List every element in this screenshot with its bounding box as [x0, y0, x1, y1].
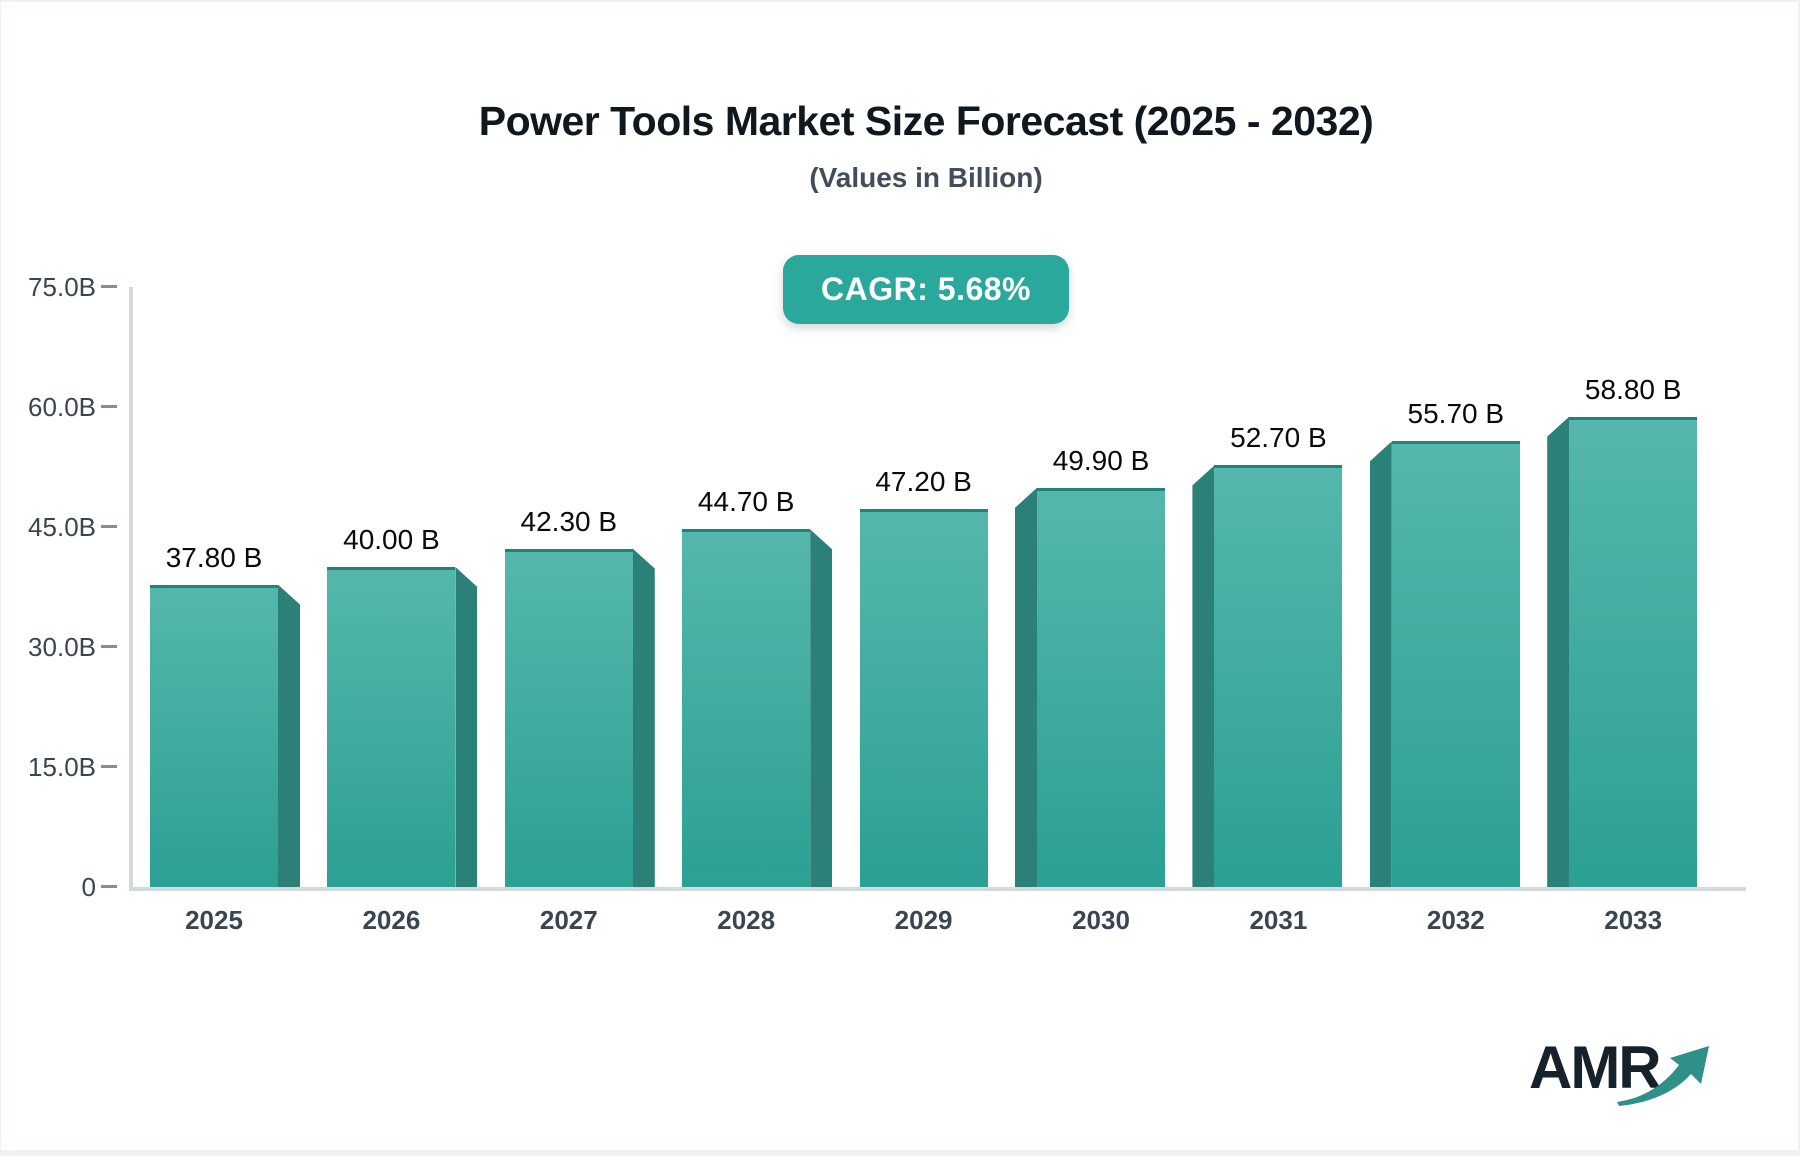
- y-tick-mark: [101, 765, 117, 768]
- bar-2025: [150, 584, 278, 887]
- bar-2033: [1569, 416, 1698, 887]
- cagr-badge-row: CAGR: 5.68%: [26, 255, 1800, 324]
- x-tick-label: 2031: [1249, 905, 1308, 935]
- y-tick-label: 15.0B: [28, 752, 96, 782]
- bar-value-label: 37.80 B: [165, 541, 263, 573]
- bar-value-label: 58.80 B: [1584, 373, 1682, 405]
- y-tick-label: 30.0B: [28, 632, 96, 662]
- x-tick-label: 2027: [539, 905, 598, 935]
- bar-value-label: 44.70 B: [697, 486, 795, 518]
- y-tick-mark: [101, 645, 117, 648]
- cagr-badge: CAGR: 5.68%: [783, 255, 1069, 324]
- growth-arrow-path: [1617, 1046, 1709, 1106]
- y-tick-mark: [101, 885, 117, 888]
- bar-2029: [859, 509, 988, 887]
- bar-value-label: 49.90 B: [1052, 444, 1150, 476]
- bar-value-label: 55.70 B: [1407, 398, 1505, 430]
- bar-side-face: [278, 584, 300, 887]
- y-tick-label: 60.0B: [28, 392, 96, 422]
- bar-side-face: [1369, 441, 1392, 887]
- x-tick-label: 2032: [1426, 905, 1485, 935]
- bar-2031: [1214, 465, 1343, 887]
- x-tick-label: 2025: [185, 905, 243, 935]
- bar-side-face: [1192, 465, 1215, 887]
- bar-2027: [504, 548, 633, 887]
- bar-side-face: [810, 529, 833, 887]
- y-tick-mark: [101, 285, 117, 288]
- chart-title: Power Tools Market Size Forecast (2025 -…: [478, 98, 1374, 144]
- x-axis-line: [129, 887, 1746, 891]
- bar-value-label: 47.20 B: [875, 466, 972, 498]
- y-tick-mark: [101, 525, 117, 528]
- amr-logo-text: AMR: [1529, 1034, 1662, 1101]
- x-tick-label: 2030: [1072, 905, 1130, 935]
- growth-arrow-icon: [1617, 1046, 1709, 1106]
- bar-2028: [682, 529, 811, 887]
- x-tick-label: 2028: [717, 905, 776, 935]
- bar-side-face: [632, 548, 655, 887]
- y-tick-label: 75.0B: [28, 272, 96, 302]
- bar-2026: [327, 567, 456, 887]
- bar-value-label: 52.70 B: [1230, 422, 1327, 454]
- bar-side-face: [1547, 416, 1570, 887]
- amr-logo: AMR: [1529, 1038, 1739, 1118]
- y-tick-mark: [101, 405, 117, 408]
- chart-subtitle: (Values in Billion): [809, 162, 1043, 193]
- x-tick-label: 2033: [1604, 905, 1663, 935]
- bar-value-label: 40.00 B: [343, 524, 440, 555]
- bar-value-label: 42.30 B: [520, 505, 618, 537]
- x-tick-label: 2026: [362, 905, 421, 935]
- x-tick-label: 2029: [894, 905, 953, 935]
- bar-2032: [1391, 441, 1520, 887]
- bar-2030: [1037, 487, 1165, 887]
- bar-side-face: [1015, 487, 1037, 887]
- bar-side-face: [455, 567, 478, 887]
- y-tick-label: 45.0B: [28, 512, 96, 542]
- y-tick-label: 0: [81, 872, 96, 902]
- y-axis-line: [129, 287, 133, 887]
